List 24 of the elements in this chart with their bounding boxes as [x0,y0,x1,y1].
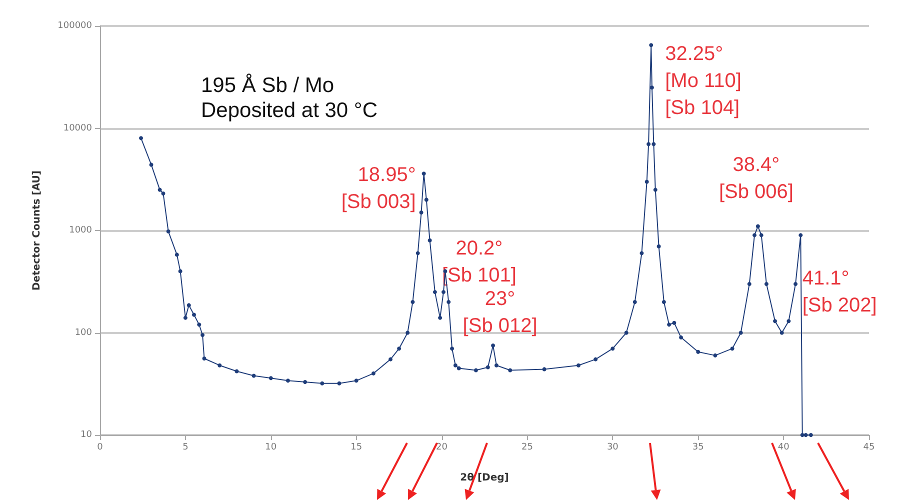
x-tick-label: 20 [436,442,448,452]
x-tick-label: 10 [265,442,277,452]
y-tick-label: 10000 [63,123,92,134]
annotation: 18.95° [Sb 003] [341,164,416,214]
y-tick-label: 10 [80,430,92,440]
x-tick-label: 25 [521,442,533,452]
y-tick-label: 1000 [69,226,92,236]
x-tick-label: 45 [863,442,875,452]
x-axis-title: 2θ [Deg] [460,472,509,484]
annotation: 38.4° [Sb 006] [718,154,794,203]
annotation: 23° [Sb 012] [462,288,538,338]
annotation: 32.25° [Mo 110] [Sb 104] [665,43,742,120]
text: 195 Å Sb / Mo [201,73,334,97]
text: Deposited at 30 °C [201,99,378,122]
y-axis-title: Detector Counts [AU] [32,170,42,290]
x-tick-label: 40 [778,442,790,452]
annotation: 41.1° [Sb 202] [802,268,877,317]
y-tick-label: 100000 [58,21,92,31]
y-tick-label: 100 [74,328,92,338]
x-tick-label: 0 [97,442,104,452]
x-tick-label: 35 [692,442,704,452]
x-tick-label: 15 [350,442,362,452]
x-tick-label: 30 [606,442,619,452]
x-tick-label: 5 [182,442,188,452]
